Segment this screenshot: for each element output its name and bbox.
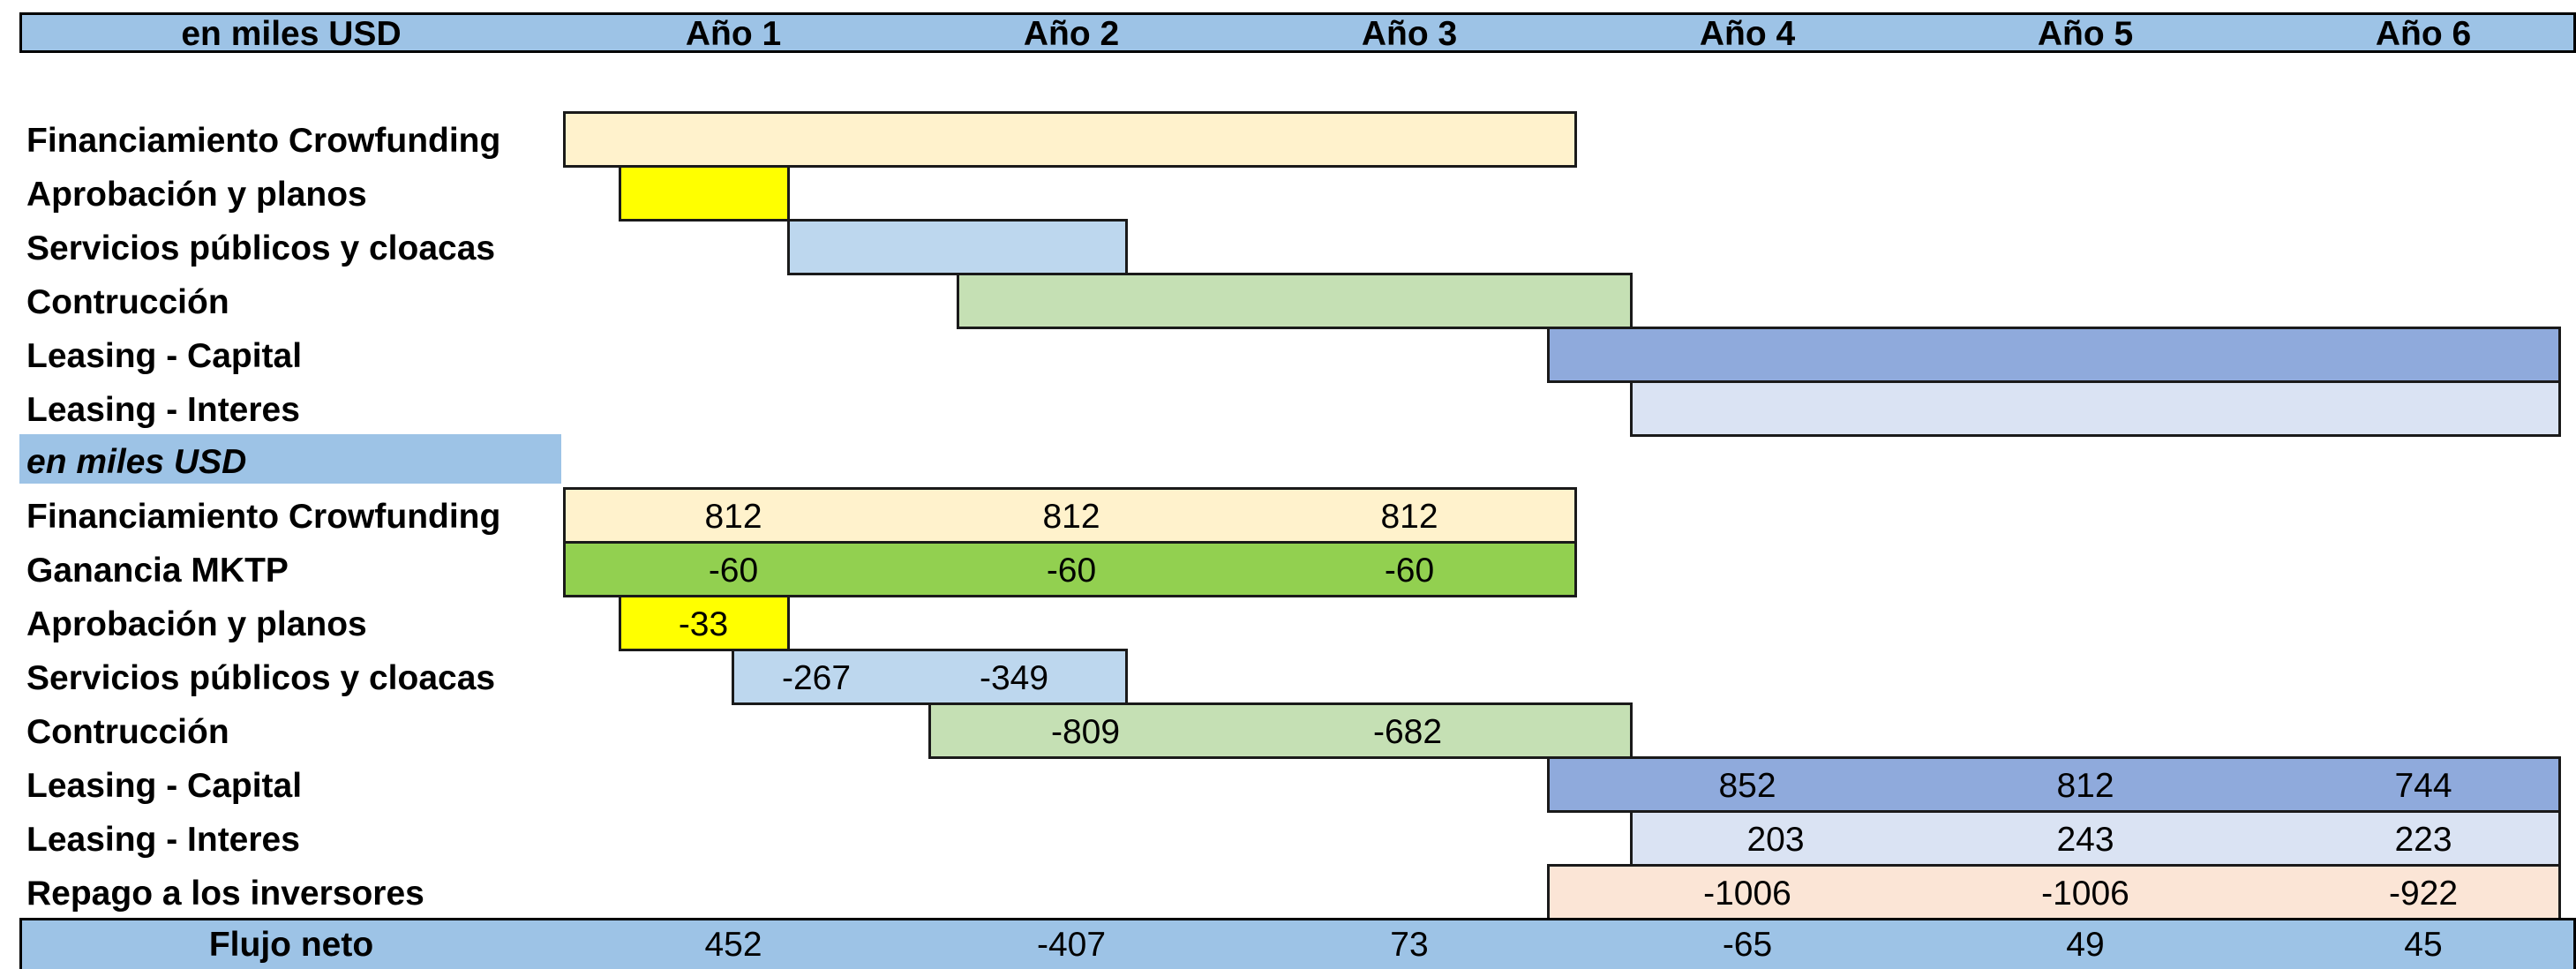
cf-value: 203	[1746, 821, 1805, 859]
gantt-bar-servicios	[787, 219, 1128, 275]
cf-value: 223	[2394, 821, 2452, 859]
cf-label-servicios: Servicios públicos y cloacas	[26, 659, 496, 697]
net-flow-bar	[19, 918, 2576, 969]
gantt-bar-aprobacion	[619, 165, 790, 222]
cf-label-ganancia: Ganancia MKTP	[26, 552, 289, 590]
gantt-label-leasing-capital: Leasing - Capital	[26, 337, 303, 375]
cf-label-leasing-interes: Leasing - Interes	[26, 821, 300, 859]
cf-value: 812	[1042, 498, 1100, 536]
header-bar	[19, 12, 2576, 53]
net-flow-value: 49	[2066, 926, 2105, 964]
gantt-label-aprobacion: Aprobación y planos	[26, 176, 367, 214]
cf-bar-leasing-capital	[1547, 756, 2561, 813]
cf-value: -33	[678, 605, 729, 643]
gantt-bar-leasing-capital	[1547, 327, 2561, 383]
header-year-5: Año 5	[2037, 15, 2134, 53]
gantt-label-construccion: Contrucción	[26, 283, 229, 321]
cashflow-units-label: en miles USD	[26, 443, 247, 481]
cf-value: -60	[708, 552, 759, 590]
cf-value: -809	[1050, 713, 1121, 751]
cf-value: 852	[1718, 767, 1776, 805]
cf-value: -682	[1372, 713, 1443, 751]
header-year-1: Año 1	[685, 15, 782, 53]
cf-label-construccion: Contrucción	[26, 713, 229, 751]
net-flow-value: 45	[2404, 926, 2443, 964]
gantt-label-servicios: Servicios públicos y cloacas	[26, 229, 496, 267]
cf-value: 812	[704, 498, 762, 536]
cf-value: -60	[1384, 552, 1435, 590]
cf-value: -1006	[1703, 875, 1791, 913]
cf-label-crowdfunding: Financiamiento Crowfunding	[26, 498, 501, 536]
cf-bar-construccion	[928, 702, 1633, 759]
cf-bar-ganancia	[563, 541, 1577, 597]
cf-value: -267	[781, 659, 852, 697]
header-year-4: Año 4	[1699, 15, 1796, 53]
net-flow-value: -65	[1722, 926, 1773, 964]
cf-value: -349	[979, 659, 1049, 697]
cf-value: -1006	[2041, 875, 2129, 913]
cf-value: -922	[2388, 875, 2459, 913]
cf-label-aprobacion: Aprobación y planos	[26, 605, 367, 643]
cf-value: 812	[1380, 498, 1438, 536]
gantt-bar-leasing-interes	[1630, 380, 2561, 437]
gantt-bar-crowdfunding	[563, 111, 1577, 168]
cf-value: -60	[1046, 552, 1097, 590]
cf-value: 812	[2056, 767, 2114, 805]
gantt-label-crowdfunding: Financiamiento Crowfunding	[26, 122, 501, 160]
header-year-3: Año 3	[1361, 15, 1458, 53]
header-units-label: en miles USD	[181, 15, 402, 53]
cf-label-repago: Repago a los inversores	[26, 875, 424, 913]
net-flow-value: 452	[704, 926, 762, 964]
net-flow-value: 73	[1390, 926, 1429, 964]
cf-value: 744	[2394, 767, 2452, 805]
net-flow-value: -407	[1036, 926, 1107, 964]
net-flow-label: Flujo neto	[208, 926, 374, 964]
cf-value: 243	[2056, 821, 2114, 859]
header-year-6: Año 6	[2375, 15, 2472, 53]
gantt-label-leasing-interes: Leasing - Interes	[26, 391, 300, 429]
cf-bar-repago	[1547, 864, 2561, 920]
cashflow-section-header	[19, 434, 561, 484]
header-year-2: Año 2	[1023, 15, 1120, 53]
cf-bar-aprobacion	[619, 595, 790, 651]
gantt-bar-construccion	[957, 273, 1633, 329]
cf-label-leasing-capital: Leasing - Capital	[26, 767, 303, 805]
